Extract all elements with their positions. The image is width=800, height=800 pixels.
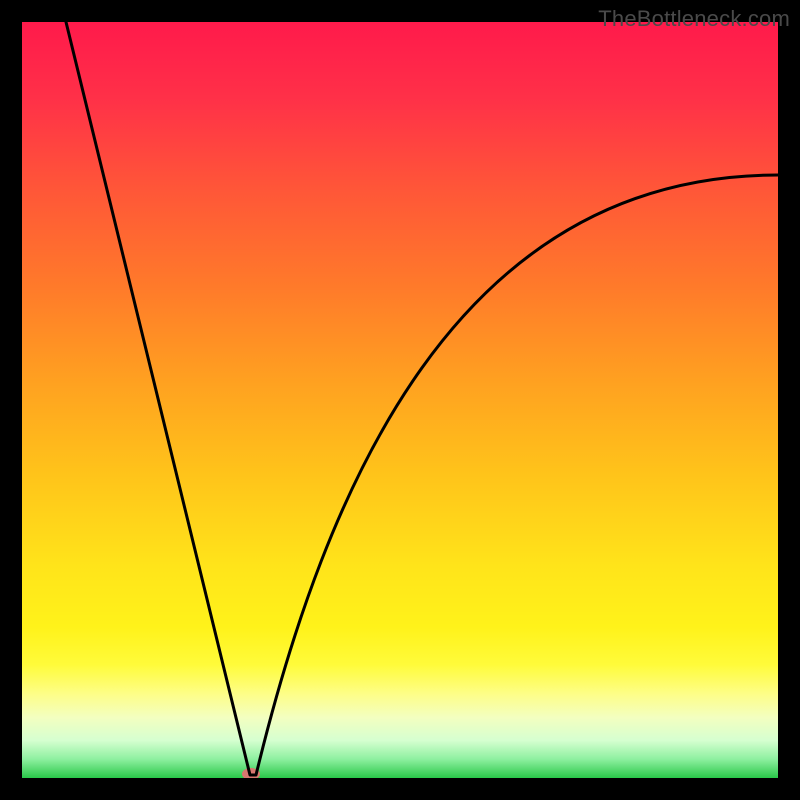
chart-container: TheBottleneck.com: [0, 0, 800, 800]
watermark-text: TheBottleneck.com: [598, 6, 790, 32]
bottleneck-chart: [0, 0, 800, 800]
